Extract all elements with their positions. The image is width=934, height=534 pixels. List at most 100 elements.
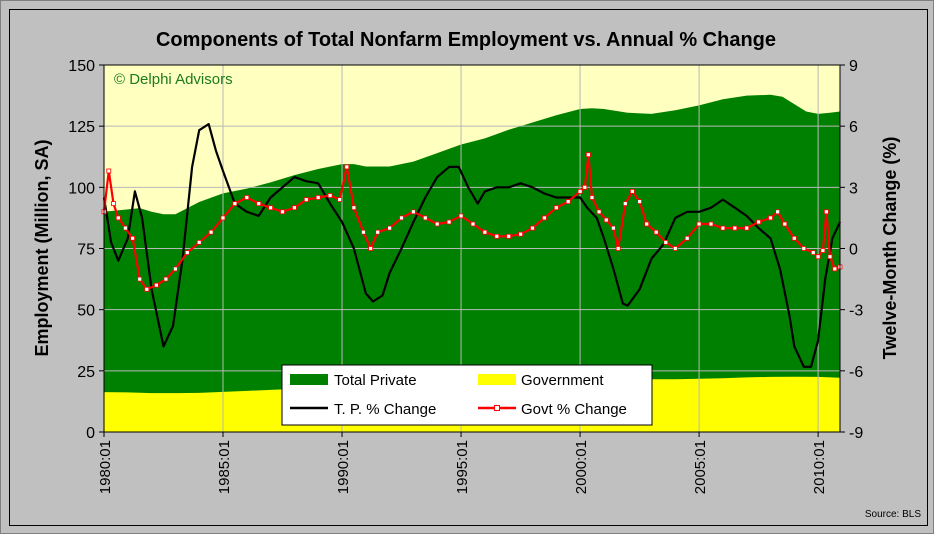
legend-label-total-private: Total Private [334,372,417,389]
marker-govt-change [827,254,833,260]
y-tick-label-left: 50 [77,303,95,320]
legend-swatch-total-private [290,374,328,385]
marker-govt-change [565,199,571,205]
marker-govt-change [553,205,559,211]
marker-govt-change [756,219,761,225]
marker-govt-change [744,225,750,231]
y-tick-label-left: 25 [77,364,95,381]
marker-govt-change [832,266,838,272]
marker-govt-change [589,195,595,200]
y-tick-label-right: -3 [849,303,863,320]
marker-govt-change [244,195,250,200]
y-tick-label-right: -9 [849,425,863,442]
marker-govt-change [586,152,591,158]
marker-govt-change [542,215,547,221]
marker-govt-change [111,201,116,207]
chart-title: Components of Total Nonfarm Employment v… [156,29,776,51]
x-tick-label: 2000:01 [573,440,590,494]
legend-swatch-government [478,374,516,385]
y-axis-right-label: Twelve-Month Change (%) [880,137,900,360]
marker-govt-change [470,221,476,227]
marker-govt-change [196,239,202,245]
marker-govt-change [268,205,274,211]
marker-govt-change [791,235,797,241]
y-tick-label-left: 75 [77,242,95,259]
marker-govt-change [820,248,826,253]
marker-govt-change [458,213,464,219]
marker-govt-change [123,225,128,231]
marker-govt-change [337,197,343,203]
marker-govt-change [344,164,350,170]
marker-govt-change [824,209,829,215]
legend-box [281,364,653,426]
marker-govt-change [144,286,150,292]
legend-label-govt-change: Govt % Change [521,401,627,418]
marker-govt-change [815,254,821,260]
y-axis-left-label: Employment (Million, SA) [32,139,52,356]
x-tick-label: 2005:01 [692,440,709,494]
marker-govt-change [653,229,659,235]
area-total-private [104,94,840,433]
marker-govt-change [387,225,393,231]
marker-govt-change [115,215,121,221]
x-tick-label: 1980:01 [97,440,114,494]
marker-govt-change [708,221,714,227]
marker-govt-change [153,282,159,288]
source-note: Source: BLS [865,509,921,520]
marker-govt-change [368,246,374,251]
marker-govt-change [163,276,169,282]
marker-govt-change [375,229,381,235]
marker-govt-change [577,188,583,194]
marker-govt-change [130,235,136,241]
marker-govt-change [768,215,773,221]
marker-govt-change [596,209,602,215]
marker-govt-change [106,168,112,174]
marker-govt-change [184,250,190,256]
marker-govt-change [291,205,297,211]
y-tick-label-left: 0 [86,425,95,442]
marker-govt-change [801,246,807,251]
marker-govt-change [399,215,404,221]
marker-govt-change [422,215,428,221]
marker-govt-change [530,225,535,231]
y-tick-label-right: -6 [849,364,863,381]
watermark-text: © Delphi Advisors [114,71,233,88]
marker-govt-change [315,195,321,200]
marker-govt-change [611,225,616,231]
marker-govt-change [410,209,416,215]
marker-govt-change [172,266,178,272]
marker-govt-change [622,201,628,207]
marker-govt-change [327,193,333,198]
marker-govt-change [672,246,678,251]
marker-govt-change [732,225,738,231]
marker-govt-change [603,217,609,223]
y-tick-label-left: 100 [68,180,95,197]
marker-govt-change [232,201,238,207]
x-tick-label: 1995:01 [454,440,471,494]
y-tick-label-left: 150 [68,58,95,75]
marker-govt-change [782,221,788,227]
y-tick-label-left: 125 [68,119,95,136]
marker-govt-change [637,199,642,205]
marker-govt-change [361,229,366,235]
marker-govt-change [696,221,702,227]
marker-govt-change [663,239,669,245]
marker-govt-change [775,209,780,215]
legend-label-tp-change: T. P. % Change [334,401,436,418]
marker-govt-change [518,231,523,237]
line-layer [101,123,843,368]
marker-govt-change [644,221,650,227]
marker-govt-change [303,197,309,203]
marker-govt-change [351,205,357,211]
y-tick-label-right: 9 [849,58,858,75]
legend: Total Private Government T. P. % Change … [281,364,653,426]
marker-govt-change [615,246,621,251]
y-tick-label-right: 0 [849,242,858,259]
tick-layer: 0 25 50 75 100 125 150 -9 -6 -3 0 3 6 9 1980:01 1985:01… [68,58,863,494]
marker-govt-change [280,209,285,215]
marker-govt-change [684,235,690,241]
marker-govt-change [720,225,726,231]
line-t-p-change [102,123,841,368]
legend-marker-govt-change [494,405,500,411]
